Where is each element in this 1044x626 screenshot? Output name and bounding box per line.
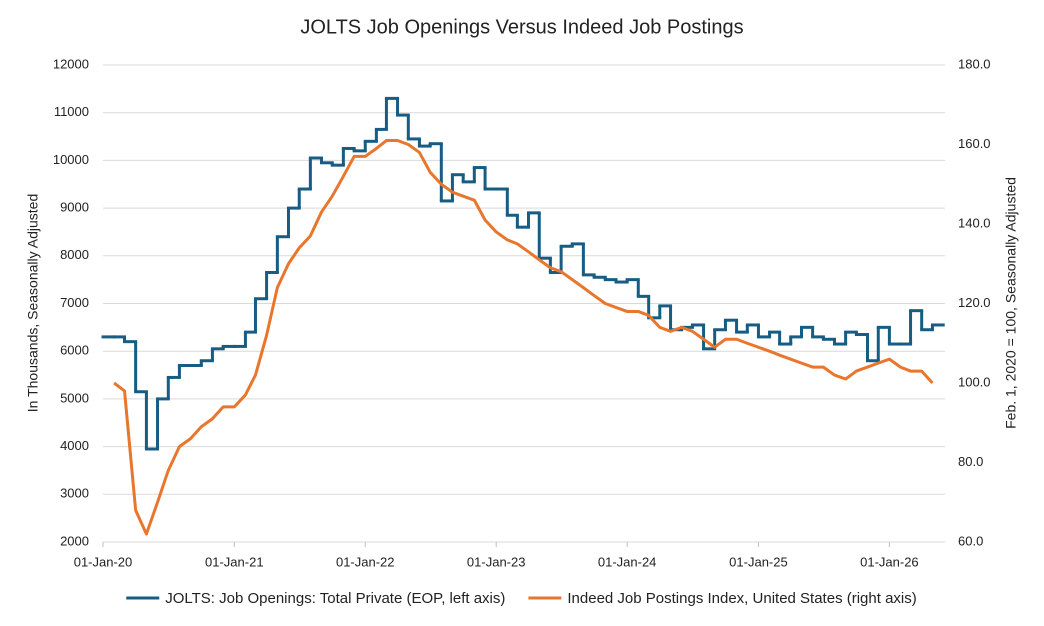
y-tick-label: 5000 [60,390,89,405]
y-tick-label: 10000 [53,152,89,167]
y-tick-label: 4000 [60,438,89,453]
legend-label: Indeed Job Postings Index, United States… [567,590,916,607]
legend-label: JOLTS: Job Openings: Total Private (EOP,… [165,590,505,607]
series [113,139,934,536]
x-tick-label: 01-Jan-22 [336,554,395,569]
x-tick-label: 01-Jan-26 [860,554,919,569]
legend: JOLTS: Job Openings: Total Private (EOP,… [126,590,917,607]
y2-tick-label: 60.0 [958,533,983,548]
line [113,139,934,536]
y-tick-label: 12000 [53,56,89,71]
y2-tick-label: 80.0 [958,454,983,469]
y2-tick-label: 160.0 [958,136,991,151]
x-tick-label: 01-Jan-20 [74,554,133,569]
y2-tick-label: 100.0 [958,374,991,389]
y-axis-title: In Thousands, Seasonally Adjusted [25,194,41,412]
y-tick-label: 2000 [60,533,89,548]
x-tick-label: 01-Jan-21 [205,554,264,569]
y-tick-label: 9000 [60,200,89,215]
y-tick-label: 8000 [60,247,89,262]
x-tick-label: 01-Jan-24 [598,554,657,569]
y2-tick-label: 120.0 [958,295,991,310]
y2-tick-label: 180.0 [958,56,991,71]
y-tick-label: 3000 [60,486,89,501]
y-tick-label: 6000 [60,343,89,358]
y2-axis-title: Feb. 1, 2020 = 100, Seasonally Adjusted [1003,177,1019,429]
x-tick-label: 01-Jan-23 [467,554,526,569]
y-tick-label: 11000 [54,104,89,119]
y2-tick-label: 140.0 [958,215,991,230]
y-tick-label: 7000 [60,295,89,310]
x-tick-label: 01-Jan-25 [729,554,788,569]
series [101,96,945,451]
chart-title: JOLTS Job Openings Versus Indeed Job Pos… [300,16,743,38]
